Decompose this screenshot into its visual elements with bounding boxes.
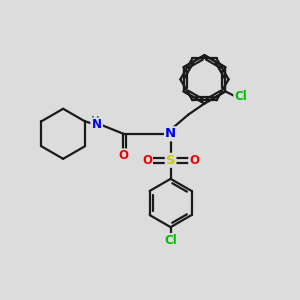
Text: N: N bbox=[92, 118, 102, 131]
Text: O: O bbox=[142, 154, 152, 167]
Text: Cl: Cl bbox=[234, 90, 247, 103]
Text: N: N bbox=[165, 127, 176, 140]
Text: Cl: Cl bbox=[164, 234, 177, 247]
Text: S: S bbox=[166, 154, 175, 167]
Text: H: H bbox=[91, 116, 100, 126]
Text: O: O bbox=[189, 154, 199, 167]
Text: O: O bbox=[118, 149, 128, 162]
